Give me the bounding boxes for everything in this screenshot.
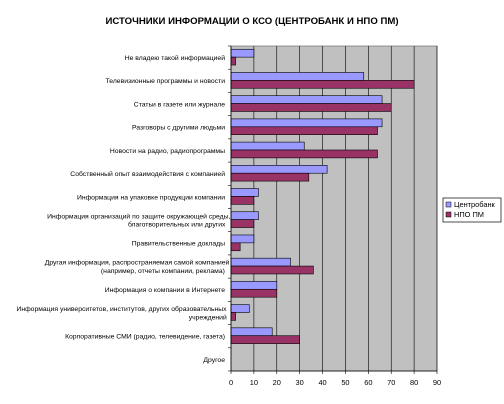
category-label: Телевизионные программы и новости — [106, 78, 226, 85]
x-tick-label: 70 — [387, 378, 395, 387]
bar-series-2 — [230, 242, 241, 252]
category-label: Информация на упаковке продукции компани… — [77, 194, 225, 201]
x-tick-label: 50 — [341, 378, 349, 387]
category-label: Информация организаций по защите окружаю… — [47, 212, 230, 228]
x-tick-label: 10 — [250, 378, 258, 387]
bar-series-1 — [230, 165, 328, 174]
plot-area — [230, 45, 438, 372]
legend-box — [442, 197, 502, 223]
category-labels: Не владею такой информацией Телевизионные… — [16, 54, 230, 364]
legend-label: Центробанк — [454, 200, 496, 209]
x-tick-label: 80 — [410, 378, 418, 387]
bar-series-1 — [230, 118, 383, 128]
bar-series-1 — [230, 304, 250, 313]
chart-title: ИСТОЧНИКИ ИНФОРМАЦИИ О КСО (ЦЕНТРОБАНК И… — [105, 16, 398, 27]
category-label: Не владею такой информацией — [125, 54, 225, 62]
bar-series-2 — [230, 265, 314, 275]
bar-series-1 — [230, 234, 255, 244]
bar-series-1 — [230, 281, 278, 290]
bar-series-1 — [230, 141, 305, 151]
bar-series-1 — [230, 257, 291, 267]
bar-series-2 — [230, 103, 392, 112]
legend-label: НПО ПМ — [454, 210, 484, 219]
bar-series-1 — [230, 95, 383, 104]
category-label: Другая информация, распространяемая само… — [45, 259, 230, 275]
x-tick-label: 0 — [229, 378, 233, 387]
x-tick-label: 60 — [364, 378, 372, 387]
category-label: Разговоры с другими людьми — [132, 125, 225, 132]
bar-series-2 — [230, 149, 378, 159]
category-label: Информация университетов, институтов, др… — [16, 305, 227, 321]
category-label: Корпоративные СМИ (радио, телевидение, г… — [65, 334, 225, 341]
bar-series-2 — [230, 56, 236, 66]
bar-series-2 — [230, 80, 415, 89]
bar-series-2 — [230, 126, 378, 135]
bar-series-1 — [230, 48, 255, 58]
category-label: Другое — [203, 357, 225, 364]
bar-series-2 — [230, 335, 300, 344]
category-label: Собственный опыт взаимодействия с компан… — [70, 170, 225, 178]
category-label: Информация о компании в Интернете — [105, 287, 225, 294]
bar-series-2 — [230, 288, 278, 298]
bar-series-2 — [230, 219, 255, 228]
bar-series-1 — [230, 327, 273, 337]
category-label: Новости на радио, радиопрограммы — [110, 148, 225, 155]
axes — [228, 45, 438, 374]
tick-labels: 0 10 20 30 40 50 60 70 80 90 — [229, 378, 441, 387]
bar-series-1 — [230, 211, 259, 220]
bar-series-2 — [230, 196, 255, 205]
legend-swatch — [445, 211, 452, 218]
bar-series-2 — [230, 172, 310, 182]
bar-series-1 — [230, 188, 259, 197]
category-label: Статьи в газете или журнале — [134, 101, 225, 108]
legend-swatch — [445, 201, 452, 208]
x-tick-label: 20 — [273, 378, 281, 387]
x-tick-label: 40 — [318, 378, 326, 387]
x-tick-label: 30 — [296, 378, 304, 387]
x-tick-label: 90 — [433, 378, 441, 387]
bar-series-2 — [230, 312, 236, 321]
bar-series-1 — [230, 72, 365, 81]
category-label: Правительственные доклады — [132, 241, 225, 248]
